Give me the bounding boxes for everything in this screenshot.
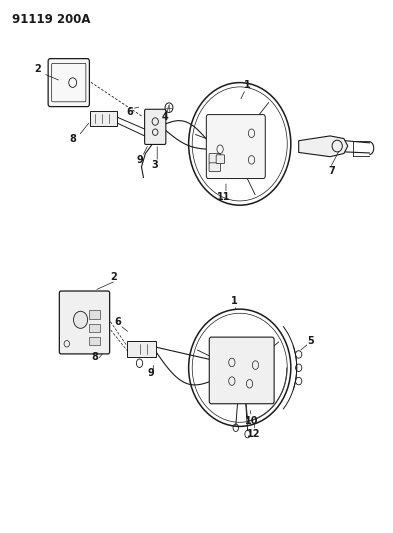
Text: 2: 2 [34,64,41,74]
FancyBboxPatch shape [89,324,100,332]
FancyBboxPatch shape [89,310,100,319]
FancyBboxPatch shape [209,337,274,404]
FancyBboxPatch shape [89,337,100,345]
Text: 5: 5 [307,336,314,346]
FancyBboxPatch shape [209,163,220,172]
Text: 11: 11 [217,192,231,202]
Polygon shape [299,136,348,157]
Text: 10: 10 [245,416,258,426]
FancyBboxPatch shape [206,115,265,179]
Text: 7: 7 [329,166,336,175]
Text: 1: 1 [244,80,251,90]
Text: 12: 12 [247,430,260,439]
Text: 9: 9 [148,368,155,378]
Text: 3: 3 [152,160,159,170]
FancyBboxPatch shape [90,111,116,125]
Text: 6: 6 [126,107,133,117]
FancyBboxPatch shape [127,342,156,357]
Ellipse shape [73,311,88,328]
Text: 9: 9 [136,155,143,165]
Text: 1: 1 [230,296,237,306]
Text: 4: 4 [162,112,169,122]
Text: 2: 2 [110,272,118,282]
FancyBboxPatch shape [145,109,166,144]
Text: 6: 6 [114,318,121,327]
Text: 8: 8 [69,134,76,143]
FancyBboxPatch shape [216,155,225,164]
FancyBboxPatch shape [48,59,90,107]
Text: 91119 200A: 91119 200A [12,13,90,26]
FancyBboxPatch shape [59,291,110,354]
FancyBboxPatch shape [209,154,220,164]
Text: 8: 8 [91,352,98,362]
